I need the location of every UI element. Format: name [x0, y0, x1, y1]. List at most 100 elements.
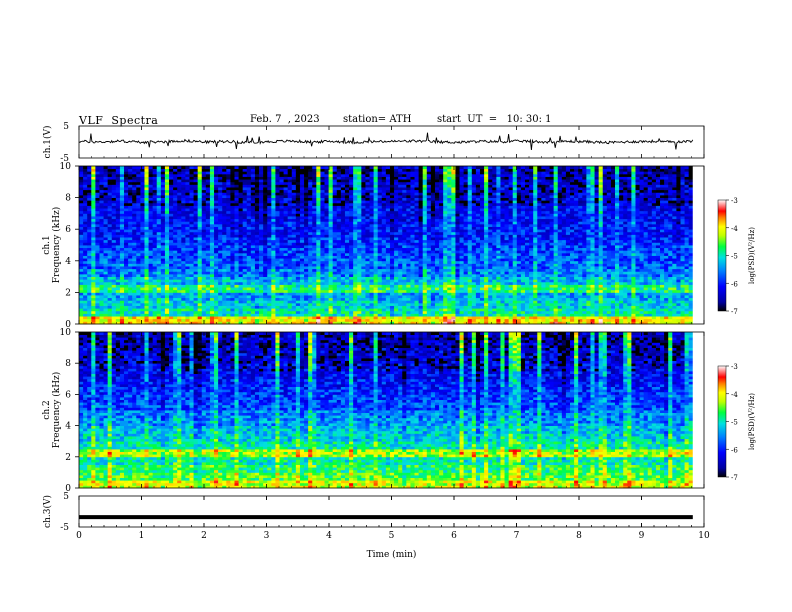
spectrogram-cell	[647, 316, 653, 320]
spectrogram-cell	[533, 313, 538, 317]
spectrogram-cell	[398, 313, 403, 317]
spectrogram-cell	[279, 300, 284, 304]
spectrogram-cell	[304, 281, 309, 285]
spectrogram-cell	[299, 308, 305, 312]
spectrogram-cell	[308, 284, 313, 288]
spectrogram-cell	[214, 281, 219, 285]
spectrogram-cell	[664, 302, 669, 306]
spectrogram-cell	[627, 242, 632, 246]
spectrogram-cell	[324, 302, 329, 306]
spectrogram-cell	[377, 289, 383, 293]
spectrogram-cell	[512, 305, 518, 309]
spectrogram-cell	[557, 295, 563, 299]
spectrogram-cell	[455, 266, 460, 270]
spectrogram-cell	[516, 310, 522, 314]
spectrogram-cell	[500, 321, 505, 325]
spectrogram-cell	[414, 287, 420, 291]
spectrogram-cell	[205, 305, 211, 309]
spectrogram-cell	[193, 295, 199, 299]
spectrogram-cell	[197, 245, 203, 249]
spectrogram-cell	[578, 260, 583, 264]
spectrogram-cell	[128, 302, 133, 306]
spectrogram-cell	[222, 263, 227, 267]
spectrogram-cell	[295, 297, 301, 301]
spectrogram-cell	[488, 297, 493, 301]
spectrogram-cell	[602, 263, 608, 267]
spectrogram-cell	[529, 263, 534, 267]
spectrogram-cell	[332, 258, 338, 262]
chart-title: VLF Spectra	[79, 114, 159, 127]
spectrogram-cell	[328, 300, 334, 304]
spectrogram-cell	[635, 302, 640, 306]
spectrogram-cell	[124, 281, 129, 285]
spectrogram-cell	[148, 318, 154, 322]
spectrogram-cell	[631, 287, 636, 291]
spectrogram-cell	[606, 268, 612, 272]
spectrogram-cell	[553, 263, 559, 267]
spectrogram-cell	[610, 268, 616, 272]
spectrogram-cell	[570, 284, 575, 288]
spectrogram-cell	[332, 281, 338, 285]
spectrogram-cell	[545, 310, 550, 314]
spectrogram-cell	[475, 260, 481, 264]
spectrogram-cell	[508, 271, 514, 275]
spectrogram-cell	[422, 242, 428, 246]
spectrogram-cell	[246, 289, 252, 293]
spectrogram-cell	[484, 289, 489, 293]
spectrogram-cell	[316, 316, 321, 320]
spectrogram-cell	[259, 237, 264, 241]
spectrogram-cell	[561, 302, 567, 306]
spectrogram-cell	[209, 292, 215, 296]
spectrogram-cell	[430, 300, 436, 304]
spectrogram-cell	[234, 295, 239, 299]
spectrogram-cell	[455, 281, 460, 285]
spectrogram-cell	[578, 245, 583, 249]
spectrogram-cell	[545, 268, 550, 272]
spectrogram-cell	[320, 287, 325, 291]
spectrogram-cell	[275, 263, 280, 267]
spectrogram-cell	[500, 310, 505, 314]
spectrogram-cell	[541, 271, 546, 275]
spectrogram-cell	[619, 292, 624, 296]
spectrogram-cell	[91, 271, 96, 275]
spectrogram-cell	[349, 321, 354, 325]
spectrogram-cell	[271, 289, 276, 293]
spectrogram-cell	[185, 284, 190, 288]
spectrogram-cell	[124, 295, 129, 299]
spectrogram-cell	[463, 302, 469, 306]
spectrogram-cell	[541, 250, 546, 254]
spectrogram-cell	[504, 310, 510, 314]
spectrogram-cell	[234, 260, 239, 264]
spectrogram-cell	[402, 276, 407, 280]
spectrogram-cell	[570, 300, 575, 304]
spectrogram-cell	[218, 289, 223, 293]
spectrogram-cell	[655, 268, 661, 272]
spectrogram-cell	[430, 281, 436, 285]
spectrogram-cell	[459, 316, 465, 320]
spectrogram-cell	[484, 273, 489, 277]
spectrogram-cell	[91, 258, 96, 262]
spectrogram-cell	[463, 245, 469, 249]
spectrogram-cell	[193, 271, 199, 275]
station-label: station= ATH	[343, 114, 412, 125]
spectrogram-cell	[643, 266, 649, 270]
spectrogram-cell	[263, 284, 268, 288]
spectrogram-cell	[545, 316, 550, 320]
spectrogram-cell	[140, 313, 145, 317]
spectrogram-cell	[492, 266, 497, 270]
spectrogram-cell	[160, 321, 166, 325]
spectrogram-cell	[430, 237, 436, 241]
spectrogram-cell	[320, 258, 325, 262]
spectrogram-cell	[283, 318, 289, 322]
spectrogram-cell	[218, 302, 223, 306]
spectrogram-cell	[259, 268, 264, 272]
spectrogram-cell	[283, 239, 289, 243]
spectrogram-cell	[218, 258, 223, 262]
spectrogram-cell	[684, 258, 690, 262]
spectrogram-cell	[250, 252, 256, 256]
spectrogram-cell	[197, 281, 203, 285]
spectrogram-cell	[463, 321, 469, 325]
spectrogram-cell	[320, 276, 325, 280]
spectrogram-cell	[635, 273, 640, 277]
spectrogram-cell	[582, 310, 587, 314]
